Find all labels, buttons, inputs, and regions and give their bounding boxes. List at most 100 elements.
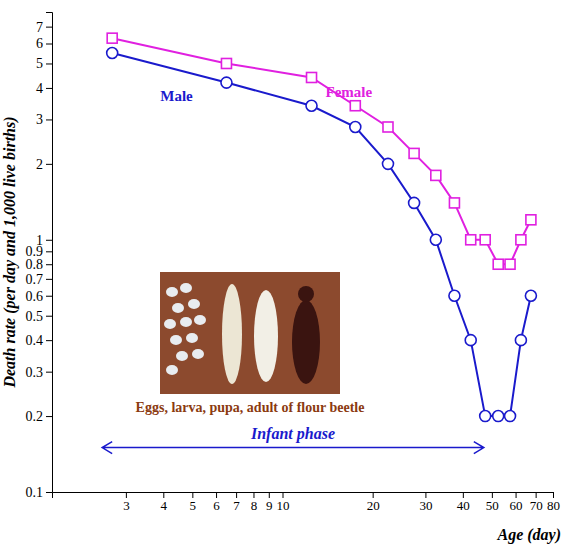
y-tick: 0.7 bbox=[26, 272, 53, 287]
x-tick-label: 5 bbox=[190, 498, 197, 513]
y-tick-label: 4 bbox=[36, 81, 43, 96]
x-tick-label: 3 bbox=[123, 498, 130, 513]
y-tick-mark bbox=[46, 492, 52, 493]
x-tick-mark bbox=[163, 492, 164, 498]
data-point bbox=[409, 148, 419, 158]
beetle bbox=[292, 300, 320, 384]
y-tick-label: 6 bbox=[36, 36, 43, 51]
y-tick-label: 0.6 bbox=[26, 289, 44, 304]
data-point bbox=[221, 58, 231, 68]
x-tick-mark bbox=[269, 492, 270, 498]
egg bbox=[166, 287, 178, 297]
y-tick: 5 bbox=[36, 56, 52, 71]
y-axis: 0.10.20.30.40.50.60.70.80.91234567 bbox=[26, 13, 53, 500]
y-tick-label: 1 bbox=[36, 233, 43, 248]
data-point bbox=[430, 234, 441, 245]
series-line bbox=[112, 53, 531, 416]
data-point bbox=[449, 290, 460, 301]
y-tick: 1 bbox=[36, 233, 52, 248]
egg bbox=[176, 351, 188, 361]
y-tick-label: 0.5 bbox=[26, 309, 44, 324]
y-tick: 6 bbox=[36, 36, 52, 51]
x-tick-label: 9 bbox=[266, 498, 273, 513]
photo bbox=[160, 272, 340, 394]
y-tick-mark bbox=[46, 164, 52, 165]
egg bbox=[186, 333, 198, 343]
x-tick-mark bbox=[216, 492, 217, 498]
x-tick-label: 30 bbox=[419, 498, 432, 513]
egg bbox=[166, 365, 178, 375]
x-tick-mark bbox=[253, 492, 254, 498]
chart: Eggs, larva, pupa, adult of flour beetle… bbox=[0, 0, 567, 550]
y-tick-mark bbox=[46, 264, 52, 265]
egg bbox=[188, 299, 200, 309]
y-tick-label: 0.3 bbox=[26, 365, 44, 380]
beetle-head bbox=[298, 286, 314, 302]
data-point bbox=[221, 77, 232, 88]
egg bbox=[170, 335, 182, 345]
y-tick: 0.2 bbox=[26, 409, 53, 424]
egg bbox=[172, 303, 184, 313]
y-tick-mark bbox=[46, 27, 52, 28]
y-tick-mark bbox=[46, 316, 52, 317]
x-tick: 20 bbox=[367, 492, 380, 513]
y-tick-mark bbox=[46, 119, 52, 120]
x-tick-label: 60 bbox=[510, 498, 523, 513]
data-point bbox=[480, 411, 491, 422]
x-tick-label: 40 bbox=[457, 498, 470, 513]
x-tick-mark bbox=[536, 492, 537, 498]
y-tick-label: 5 bbox=[36, 56, 43, 71]
data-point bbox=[383, 122, 393, 132]
x-tick: 5 bbox=[190, 492, 197, 513]
x-tick-mark bbox=[126, 492, 127, 498]
data-point bbox=[516, 235, 526, 245]
y-tick-mark bbox=[46, 240, 52, 241]
x-tick: 8 bbox=[251, 492, 258, 513]
series-label: Male bbox=[160, 88, 193, 104]
phase-label: Infant phase bbox=[250, 425, 335, 443]
x-tick-mark bbox=[283, 492, 284, 498]
data-point bbox=[306, 100, 317, 111]
y-tick-label: 0.1 bbox=[26, 485, 44, 500]
x-tick: 80 bbox=[547, 492, 560, 513]
x-tick-label: 10 bbox=[277, 498, 290, 513]
x-tick-label: 4 bbox=[161, 498, 168, 513]
data-point bbox=[526, 215, 536, 225]
y-tick-label: 0.2 bbox=[26, 409, 44, 424]
y-tick-mark bbox=[46, 88, 52, 89]
plot-area bbox=[107, 33, 537, 421]
larva bbox=[222, 284, 242, 384]
x-tick: 3 bbox=[123, 492, 130, 513]
x-tick: 40 bbox=[457, 492, 470, 513]
x-tick-mark bbox=[463, 492, 464, 498]
y-tick: 0.4 bbox=[26, 333, 53, 348]
x-tick: 7 bbox=[233, 492, 240, 513]
x-axis-line bbox=[53, 493, 554, 499]
data-point bbox=[493, 259, 503, 269]
y-tick-mark bbox=[46, 44, 52, 45]
data-point bbox=[515, 335, 526, 346]
data-point bbox=[449, 198, 459, 208]
egg bbox=[180, 317, 192, 327]
egg bbox=[164, 319, 176, 329]
x-tick-mark bbox=[236, 492, 237, 498]
x-tick-mark bbox=[553, 492, 554, 498]
x-tick-label: 7 bbox=[233, 498, 240, 513]
data-point bbox=[350, 121, 361, 132]
data-point bbox=[431, 170, 441, 180]
x-tick-label: 70 bbox=[530, 498, 543, 513]
x-tick: 9 bbox=[266, 492, 273, 513]
data-point bbox=[505, 411, 516, 422]
data-point bbox=[107, 33, 117, 43]
data-point bbox=[465, 335, 476, 346]
photo-background bbox=[160, 272, 340, 394]
x-tick: 60 bbox=[510, 492, 523, 513]
y-tick-label: 3 bbox=[36, 112, 43, 127]
y-tick: 2 bbox=[36, 157, 52, 172]
series-line bbox=[112, 38, 531, 264]
data-point bbox=[107, 48, 118, 59]
x-tick-label: 50 bbox=[486, 498, 499, 513]
x-tick-mark bbox=[192, 492, 193, 498]
y-tick: 0.6 bbox=[26, 289, 53, 304]
y-tick-label: 0.4 bbox=[26, 333, 44, 348]
